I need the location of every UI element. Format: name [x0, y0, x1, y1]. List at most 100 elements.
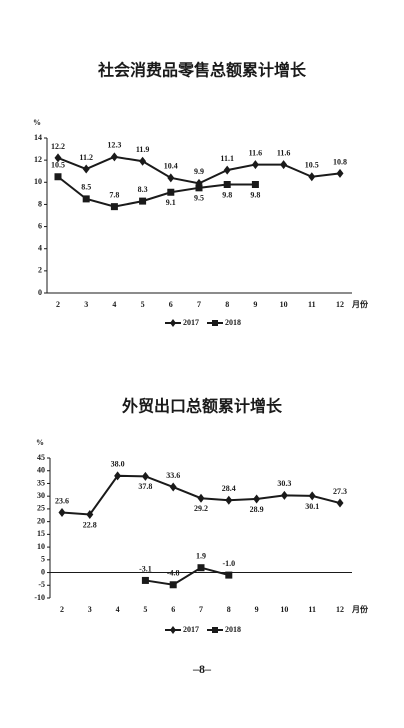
x-tick-label: 3 [88, 605, 92, 614]
value-label: 38.0 [111, 460, 125, 469]
x-tick-label: 4 [116, 605, 120, 614]
marker [139, 197, 147, 205]
marker [223, 181, 231, 188]
value-label: -4.8 [167, 569, 180, 578]
x-tick-label: 8 [225, 300, 229, 309]
value-label: 9.8 [250, 190, 260, 199]
marker [139, 156, 147, 166]
legend-label: 2018 [225, 318, 241, 327]
marker [336, 498, 344, 508]
x-tick-label: 6 [169, 300, 173, 309]
y-tick-label: -5 [38, 580, 45, 589]
value-label: -3.1 [139, 564, 152, 573]
y-tick-label: 30 [37, 491, 45, 500]
y-axis-label: % [36, 438, 44, 447]
value-label: 7.8 [109, 190, 119, 199]
x-tick-label: 7 [199, 605, 203, 614]
value-label: 22.8 [83, 520, 97, 529]
marker [251, 160, 259, 170]
value-label: 27.3 [333, 487, 347, 496]
marker [169, 581, 177, 589]
marker [197, 493, 205, 503]
y-tick-label: 20 [37, 516, 45, 525]
x-tick-label: 4 [112, 300, 116, 309]
value-label: 28.4 [222, 484, 236, 493]
marker [54, 153, 62, 163]
value-label: 28.9 [250, 505, 264, 514]
chart-title: 社会消费品零售总额累计增长 [97, 61, 307, 80]
value-label: 10.8 [333, 157, 347, 166]
y-tick-label: 0 [41, 567, 45, 576]
y-tick-label: 45 [37, 453, 45, 462]
marker [280, 490, 288, 500]
y-axis-label: % [33, 118, 41, 127]
marker [141, 471, 149, 481]
x-tick-label: 9 [253, 300, 257, 309]
x-tick-label: 2 [56, 300, 60, 309]
value-label: 8.5 [81, 183, 91, 192]
x-tick-label: 2 [60, 605, 64, 614]
series-line [145, 566, 230, 586]
value-label: 11.9 [136, 145, 150, 154]
value-label: 23.6 [55, 496, 69, 505]
legend-label: 2017 [183, 318, 199, 327]
value-label: 1.9 [196, 552, 206, 561]
x-tick-label: 11 [308, 605, 316, 614]
value-label: 30.1 [305, 502, 319, 511]
y-tick-label: 0 [38, 288, 42, 297]
x-axis-label: 月份 [351, 604, 369, 614]
value-label: 10.5 [305, 161, 319, 170]
marker [167, 173, 175, 183]
legend-label: 2017 [183, 625, 199, 634]
y-tick-label: 12 [34, 155, 42, 164]
value-label: -1.0 [222, 559, 235, 568]
legend-marker [170, 319, 176, 327]
marker [167, 188, 175, 196]
y-tick-label: 4 [38, 244, 42, 253]
marker [110, 203, 118, 211]
y-tick-label: 5 [41, 555, 45, 564]
value-label: 10.5 [51, 161, 65, 170]
series-line [57, 175, 256, 208]
value-label: 12.3 [107, 141, 121, 150]
y-tick-label: 14 [34, 133, 42, 142]
chart-title: 外贸出口总额累计增长 [121, 397, 283, 416]
x-tick-label: 11 [308, 300, 316, 309]
marker [251, 181, 259, 188]
value-label: 11.6 [249, 148, 263, 157]
marker [197, 564, 205, 572]
y-tick-label: 15 [37, 529, 45, 538]
x-tick-label: 10 [280, 605, 288, 614]
y-tick-label: 8 [38, 199, 42, 208]
page-number: –8– [192, 662, 212, 676]
value-label: 9.9 [194, 167, 204, 176]
marker [82, 164, 90, 174]
legend-marker [170, 626, 176, 634]
y-tick-label: 10 [37, 542, 45, 551]
marker [195, 184, 203, 192]
y-tick-label: 25 [37, 504, 45, 513]
x-tick-label: 8 [227, 605, 231, 614]
x-tick-label: 3 [84, 300, 88, 309]
marker [336, 168, 344, 178]
marker [280, 160, 288, 170]
x-tick-label: 6 [171, 605, 175, 614]
value-label: 8.3 [138, 185, 148, 194]
value-label: 9.8 [222, 190, 232, 199]
legend-marker [212, 320, 218, 326]
marker [141, 576, 149, 584]
value-label: 9.5 [194, 194, 204, 203]
marker [110, 152, 118, 162]
x-tick-label: 7 [197, 300, 201, 309]
marker [308, 172, 316, 182]
legend-label: 2018 [225, 625, 241, 634]
marker [58, 507, 66, 517]
marker [225, 571, 233, 579]
marker [225, 495, 233, 505]
y-tick-label: -10 [34, 593, 45, 602]
marker [114, 471, 122, 481]
y-tick-label: 6 [38, 221, 42, 230]
y-tick-label: 35 [37, 478, 45, 487]
value-label: 10.4 [164, 162, 178, 171]
value-label: 33.6 [166, 471, 180, 480]
